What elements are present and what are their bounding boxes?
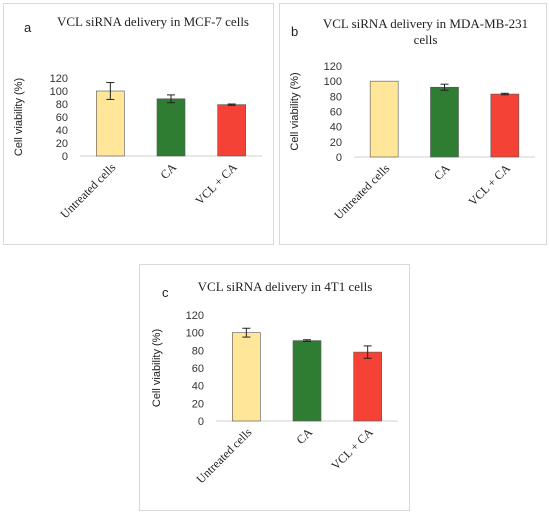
y-tick-label: 0 <box>336 152 342 164</box>
y-tick-label: 60 <box>192 363 204 375</box>
x-tick-label: VCL + CA <box>328 425 376 473</box>
chart-title: VCL siRNA delivery in MDA-MB-231 cells <box>322 16 529 47</box>
x-tick-label: Untreated cells <box>193 425 254 486</box>
y-tick-label: 20 <box>56 138 68 150</box>
y-tick-label: 80 <box>330 91 342 103</box>
bar <box>353 351 382 422</box>
bar-chart: Cell viability (%) 0 20 40 60 80 100 120 Untreat… <box>151 310 398 486</box>
bar <box>156 98 186 157</box>
y-tick-label: 120 <box>324 61 342 73</box>
bar <box>490 93 520 158</box>
bar <box>369 80 399 158</box>
x-tick-label: VCL + CA <box>192 160 240 208</box>
x-tick-label: Untreated cells <box>331 161 392 222</box>
x-tick-label: VCL + CA <box>466 161 514 209</box>
chart-panel-a: a VCL siRNA delivery in MCF-7 cells Cell… <box>3 3 274 245</box>
bar <box>430 86 459 158</box>
panel-letter: c <box>162 285 169 300</box>
y-tick-label: 60 <box>330 107 342 119</box>
x-tick-label: CA <box>293 425 315 447</box>
chart-title: VCL siRNA delivery in MCF-7 cells <box>57 14 249 29</box>
bar <box>96 90 125 157</box>
x-tick-label: CA <box>157 160 179 182</box>
y-tick-label: 100 <box>324 76 342 88</box>
y-tick-label: 120 <box>50 73 68 85</box>
y-axis-label: Cell viability (%) <box>151 329 163 407</box>
bar <box>217 104 246 157</box>
y-axis-label: Cell viability (%) <box>13 78 25 156</box>
bar <box>292 340 322 422</box>
bar <box>232 332 261 422</box>
y-tick-label: 80 <box>56 99 68 111</box>
y-tick-label: 40 <box>330 122 342 134</box>
x-tick-label: Untreated cells <box>57 160 118 221</box>
y-tick-label: 20 <box>192 398 204 410</box>
y-tick-label: 40 <box>56 125 68 137</box>
y-tick-label: 80 <box>192 345 204 357</box>
y-tick-label: 60 <box>56 112 68 124</box>
y-tick-label: 100 <box>186 328 204 340</box>
y-tick-label: 0 <box>62 151 68 163</box>
y-tick-label: 40 <box>192 381 204 393</box>
y-axis-label: Cell viability (%) <box>289 72 301 150</box>
y-tick-label: 100 <box>50 86 68 98</box>
y-tick-label: 0 <box>198 416 204 428</box>
bar-chart: Cell viability (%) 0 20 40 60 80 100 120 Untreat… <box>289 61 535 222</box>
y-tick-label: 120 <box>186 310 204 322</box>
chart-title: VCL siRNA delivery in 4T1 cells <box>197 279 373 294</box>
y-tick-label: 20 <box>330 137 342 149</box>
panel-letter: a <box>24 20 32 35</box>
chart-panel-b: b VCL siRNA delivery in MDA-MB-231 cells… <box>279 3 547 245</box>
x-tick-label: CA <box>431 161 453 183</box>
chart-panel-c: c VCL siRNA delivery in 4T1 cells Cell v… <box>139 264 410 511</box>
panel-letter: b <box>291 24 299 39</box>
